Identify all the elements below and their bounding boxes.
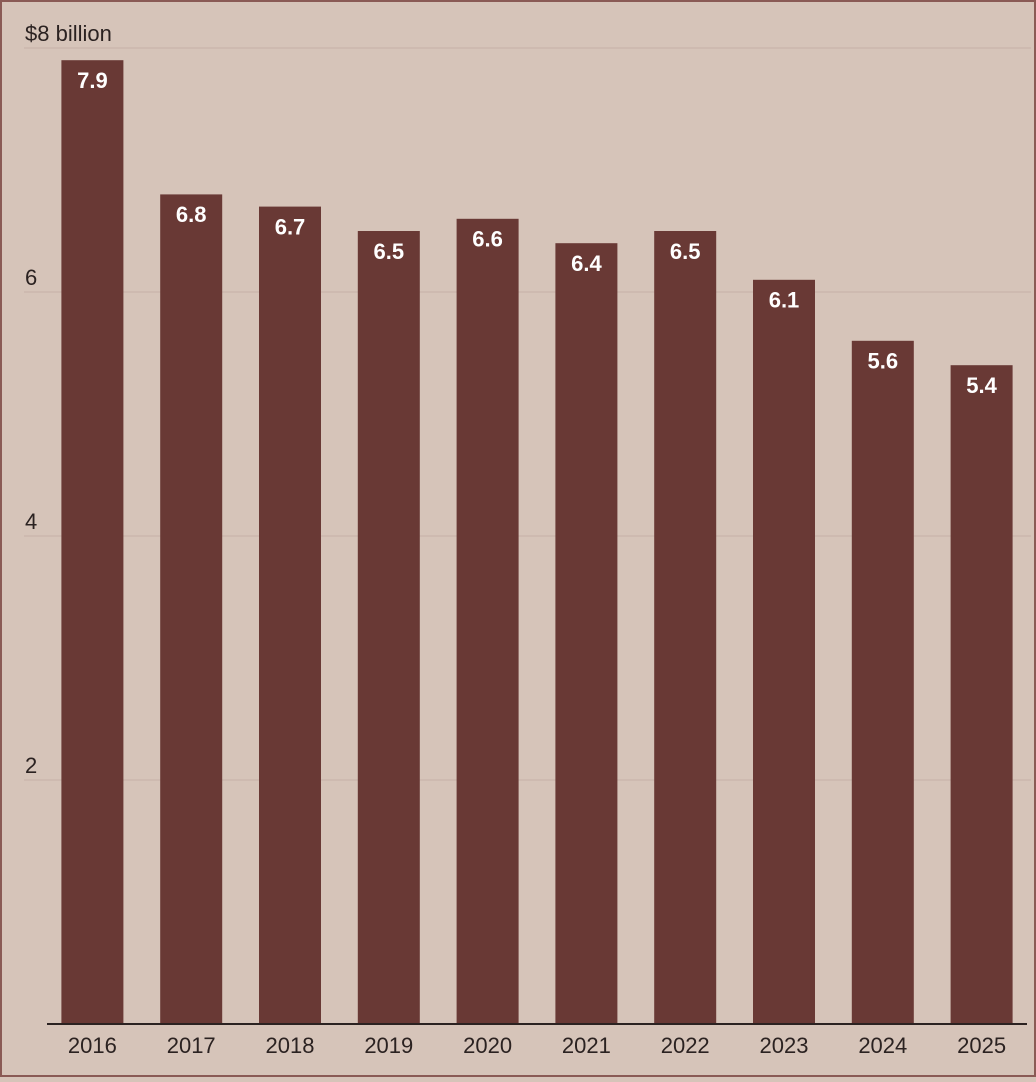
x-tick-label: 2017 xyxy=(167,1033,216,1058)
value-label: 6.6 xyxy=(472,227,503,252)
value-label: 7.9 xyxy=(77,68,108,93)
x-tick-label: 2025 xyxy=(957,1033,1006,1058)
value-label: 5.4 xyxy=(966,373,997,398)
value-label: 6.8 xyxy=(176,202,207,227)
bar xyxy=(357,231,420,1024)
value-label: 6.1 xyxy=(769,288,800,313)
value-label: 6.5 xyxy=(670,239,701,264)
y-tick-label: 2 xyxy=(25,753,37,778)
value-label: 5.6 xyxy=(868,349,899,374)
bar xyxy=(555,243,618,1024)
bar xyxy=(950,365,1013,1024)
bar xyxy=(753,279,815,1024)
value-label: 6.7 xyxy=(275,214,306,239)
y-tick-label: 4 xyxy=(25,509,37,534)
x-tick-label: 2021 xyxy=(562,1033,611,1058)
x-tick-label: 2023 xyxy=(760,1033,809,1058)
x-tick-label: 2019 xyxy=(364,1033,413,1058)
x-tick-label: 2018 xyxy=(266,1033,315,1058)
value-label: 6.4 xyxy=(571,251,602,276)
bar xyxy=(61,60,124,1024)
value-label: 6.5 xyxy=(374,239,405,264)
x-tick-label: 2020 xyxy=(463,1033,512,1058)
y-tick-label: 6 xyxy=(25,265,37,290)
x-tick-label: 2024 xyxy=(858,1033,907,1058)
bar xyxy=(259,206,321,1025)
bar xyxy=(851,340,914,1024)
x-tick-label: 2022 xyxy=(661,1033,710,1058)
bar xyxy=(654,231,717,1024)
bar xyxy=(456,218,519,1025)
x-tick-label: 2016 xyxy=(68,1033,117,1058)
y-tick-label: $8 billion xyxy=(25,21,112,46)
bar xyxy=(160,194,223,1024)
